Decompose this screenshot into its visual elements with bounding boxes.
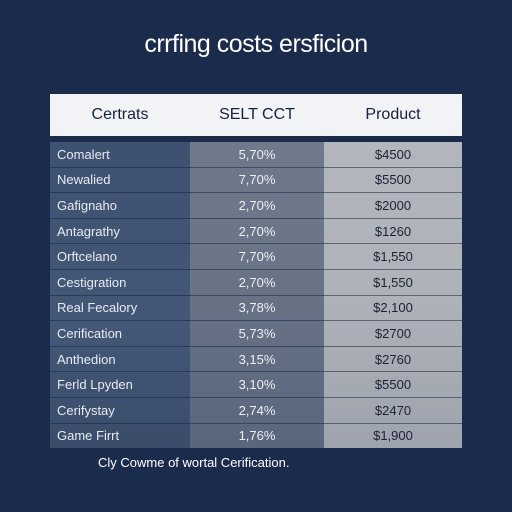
row-price: $1,550 <box>373 274 413 290</box>
row-price: $1,550 <box>373 249 413 265</box>
row-percent: 3,10% <box>238 377 276 393</box>
table-row: Real Fecalory 3,78% $2,100 <box>50 296 462 322</box>
row-price: $4500 <box>374 146 412 162</box>
table-row: Anthedion 3,15% $2760 <box>50 347 462 373</box>
row-name: Antagrathy <box>57 223 120 239</box>
table-row: Comalert 5,70% $4500 <box>50 142 462 168</box>
row-percent: 3,15% <box>238 351 276 367</box>
row-name: Cestigration <box>57 274 127 290</box>
row-percent: 2,70% <box>238 197 276 213</box>
row-price: $1,900 <box>373 428 413 444</box>
row-name: Ferld Lpyden <box>57 377 133 393</box>
row-percent: 5,73% <box>238 325 276 341</box>
row-price: $5500 <box>374 377 412 393</box>
row-price: $2000 <box>374 197 412 213</box>
table-row: Gafignaho 2,70% $2000 <box>50 193 462 219</box>
row-percent: 1,76% <box>238 428 276 444</box>
row-percent: 7,70% <box>238 172 276 188</box>
table-row: Antagrathy 2,70% $1260 <box>50 219 462 245</box>
row-price: $2470 <box>374 402 412 418</box>
row-price: $2700 <box>374 325 412 341</box>
row-percent: 7,70% <box>238 249 276 265</box>
row-name: Comalert <box>57 146 110 162</box>
row-price: $2,100 <box>373 300 413 316</box>
row-name: Newalied <box>57 172 111 188</box>
column-header-selt-cct: SELT CCT <box>219 106 295 123</box>
column-header-certrats: Certrats <box>91 106 149 123</box>
row-price: $1260 <box>374 223 412 239</box>
table-body: Comalert 5,70% $4500 Newalied 7,70% $550… <box>50 142 462 449</box>
table-row: Game Firrt 1,76% $1,900 <box>50 424 462 449</box>
table-row: Cerifystay 2,74% $2470 <box>50 398 462 424</box>
row-name: Game Firrt <box>57 428 120 444</box>
column-header-product: Product <box>365 106 421 123</box>
row-percent: 2,70% <box>238 274 276 290</box>
table-row: Cestigration 2,70% $1,550 <box>50 270 462 296</box>
table-header: Certrats SELT CCT Product <box>50 94 462 136</box>
table-row: Orftcelano 7,70% $1,550 <box>50 244 462 270</box>
row-name: Orftcelano <box>57 249 117 265</box>
row-price: $2760 <box>374 351 412 367</box>
row-name: Cerification <box>57 325 123 341</box>
row-name: Real Fecalory <box>57 300 138 316</box>
row-name: Cerifystay <box>57 402 115 418</box>
row-percent: 3,78% <box>238 300 276 316</box>
costs-table: Certrats SELT CCT Product Comalert 5,70%… <box>50 94 462 449</box>
row-price: $5500 <box>374 172 412 188</box>
row-name: Gafignaho <box>57 197 117 213</box>
table-row: Newalied 7,70% $5500 <box>50 168 462 194</box>
page-title: crrfing costs ersficion <box>144 30 368 58</box>
row-percent: 2,74% <box>238 402 276 418</box>
row-name: Anthedion <box>57 351 116 367</box>
row-percent: 2,70% <box>238 223 276 239</box>
table-row: Ferld Lpyden 3,10% $5500 <box>50 372 462 398</box>
footnote: Cly Cowme of wortal Cerification. <box>98 455 290 470</box>
row-percent: 5,70% <box>238 146 276 162</box>
table-row: Cerification 5,73% $2700 <box>50 321 462 347</box>
